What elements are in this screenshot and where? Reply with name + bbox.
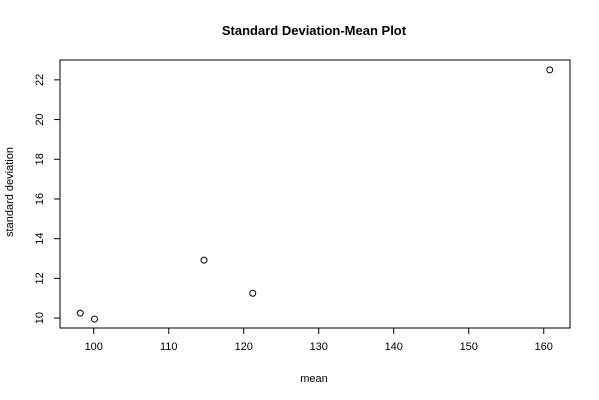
y-tick-label: 20 [34, 113, 46, 125]
y-tick-label: 16 [34, 193, 46, 205]
data-point [76, 309, 84, 317]
chart-title: Standard Deviation-Mean Plot [222, 23, 407, 38]
x-tick-label: 110 [160, 341, 178, 353]
y-tick-label: 14 [34, 233, 46, 245]
x-axis: 100 110 120 130 140 150 160 [85, 327, 553, 353]
data-point [546, 66, 554, 74]
x-tick-label: 150 [460, 341, 478, 353]
x-tick-label: 160 [535, 341, 553, 353]
x-axis-label: mean [300, 373, 328, 385]
y-tick-label: 12 [34, 272, 46, 284]
data-points [76, 66, 554, 323]
plot-frame [59, 59, 571, 329]
data-point [91, 315, 98, 323]
data-point [249, 289, 257, 297]
data-point [200, 256, 208, 264]
y-axis-label: standard deviation [4, 147, 16, 237]
x-tick-label: 120 [235, 341, 253, 353]
x-tick-label: 130 [310, 341, 328, 353]
y-tick-label: 22 [34, 74, 46, 86]
x-tick-label: 140 [385, 341, 403, 353]
x-tick-label: 100 [85, 341, 103, 353]
y-axis: 10 12 14 16 18 20 22 [34, 74, 61, 324]
y-tick-label: 10 [34, 312, 46, 324]
y-tick-label: 18 [34, 153, 46, 165]
